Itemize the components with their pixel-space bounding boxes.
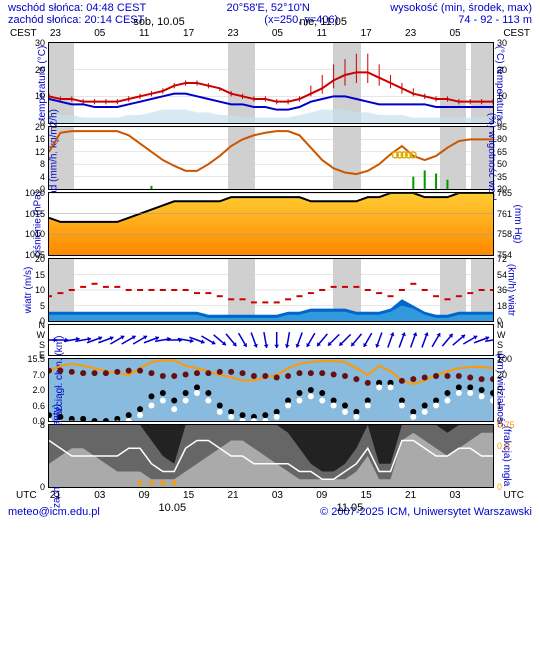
- header: wschód słońca: 04:48 CEST 20°58'E, 52°10…: [0, 0, 540, 28]
- heights: 74 - 92 - 113 m: [458, 14, 532, 26]
- coords: 20°58'E, 52°10'N: [227, 2, 310, 14]
- footer: meteo@icm.edu.pl © 2007-2025 ICM, Uniwer…: [0, 504, 540, 520]
- chart-area: CESTCEST23051117230511172305sob, 10.05ni…: [48, 28, 492, 504]
- sunset: zachód słońca: 20:14 CEST: [8, 14, 144, 26]
- sunrise: wschód słońca: 04:48 CEST: [8, 2, 146, 14]
- height-label: wysokość (min, środek, max): [390, 2, 532, 14]
